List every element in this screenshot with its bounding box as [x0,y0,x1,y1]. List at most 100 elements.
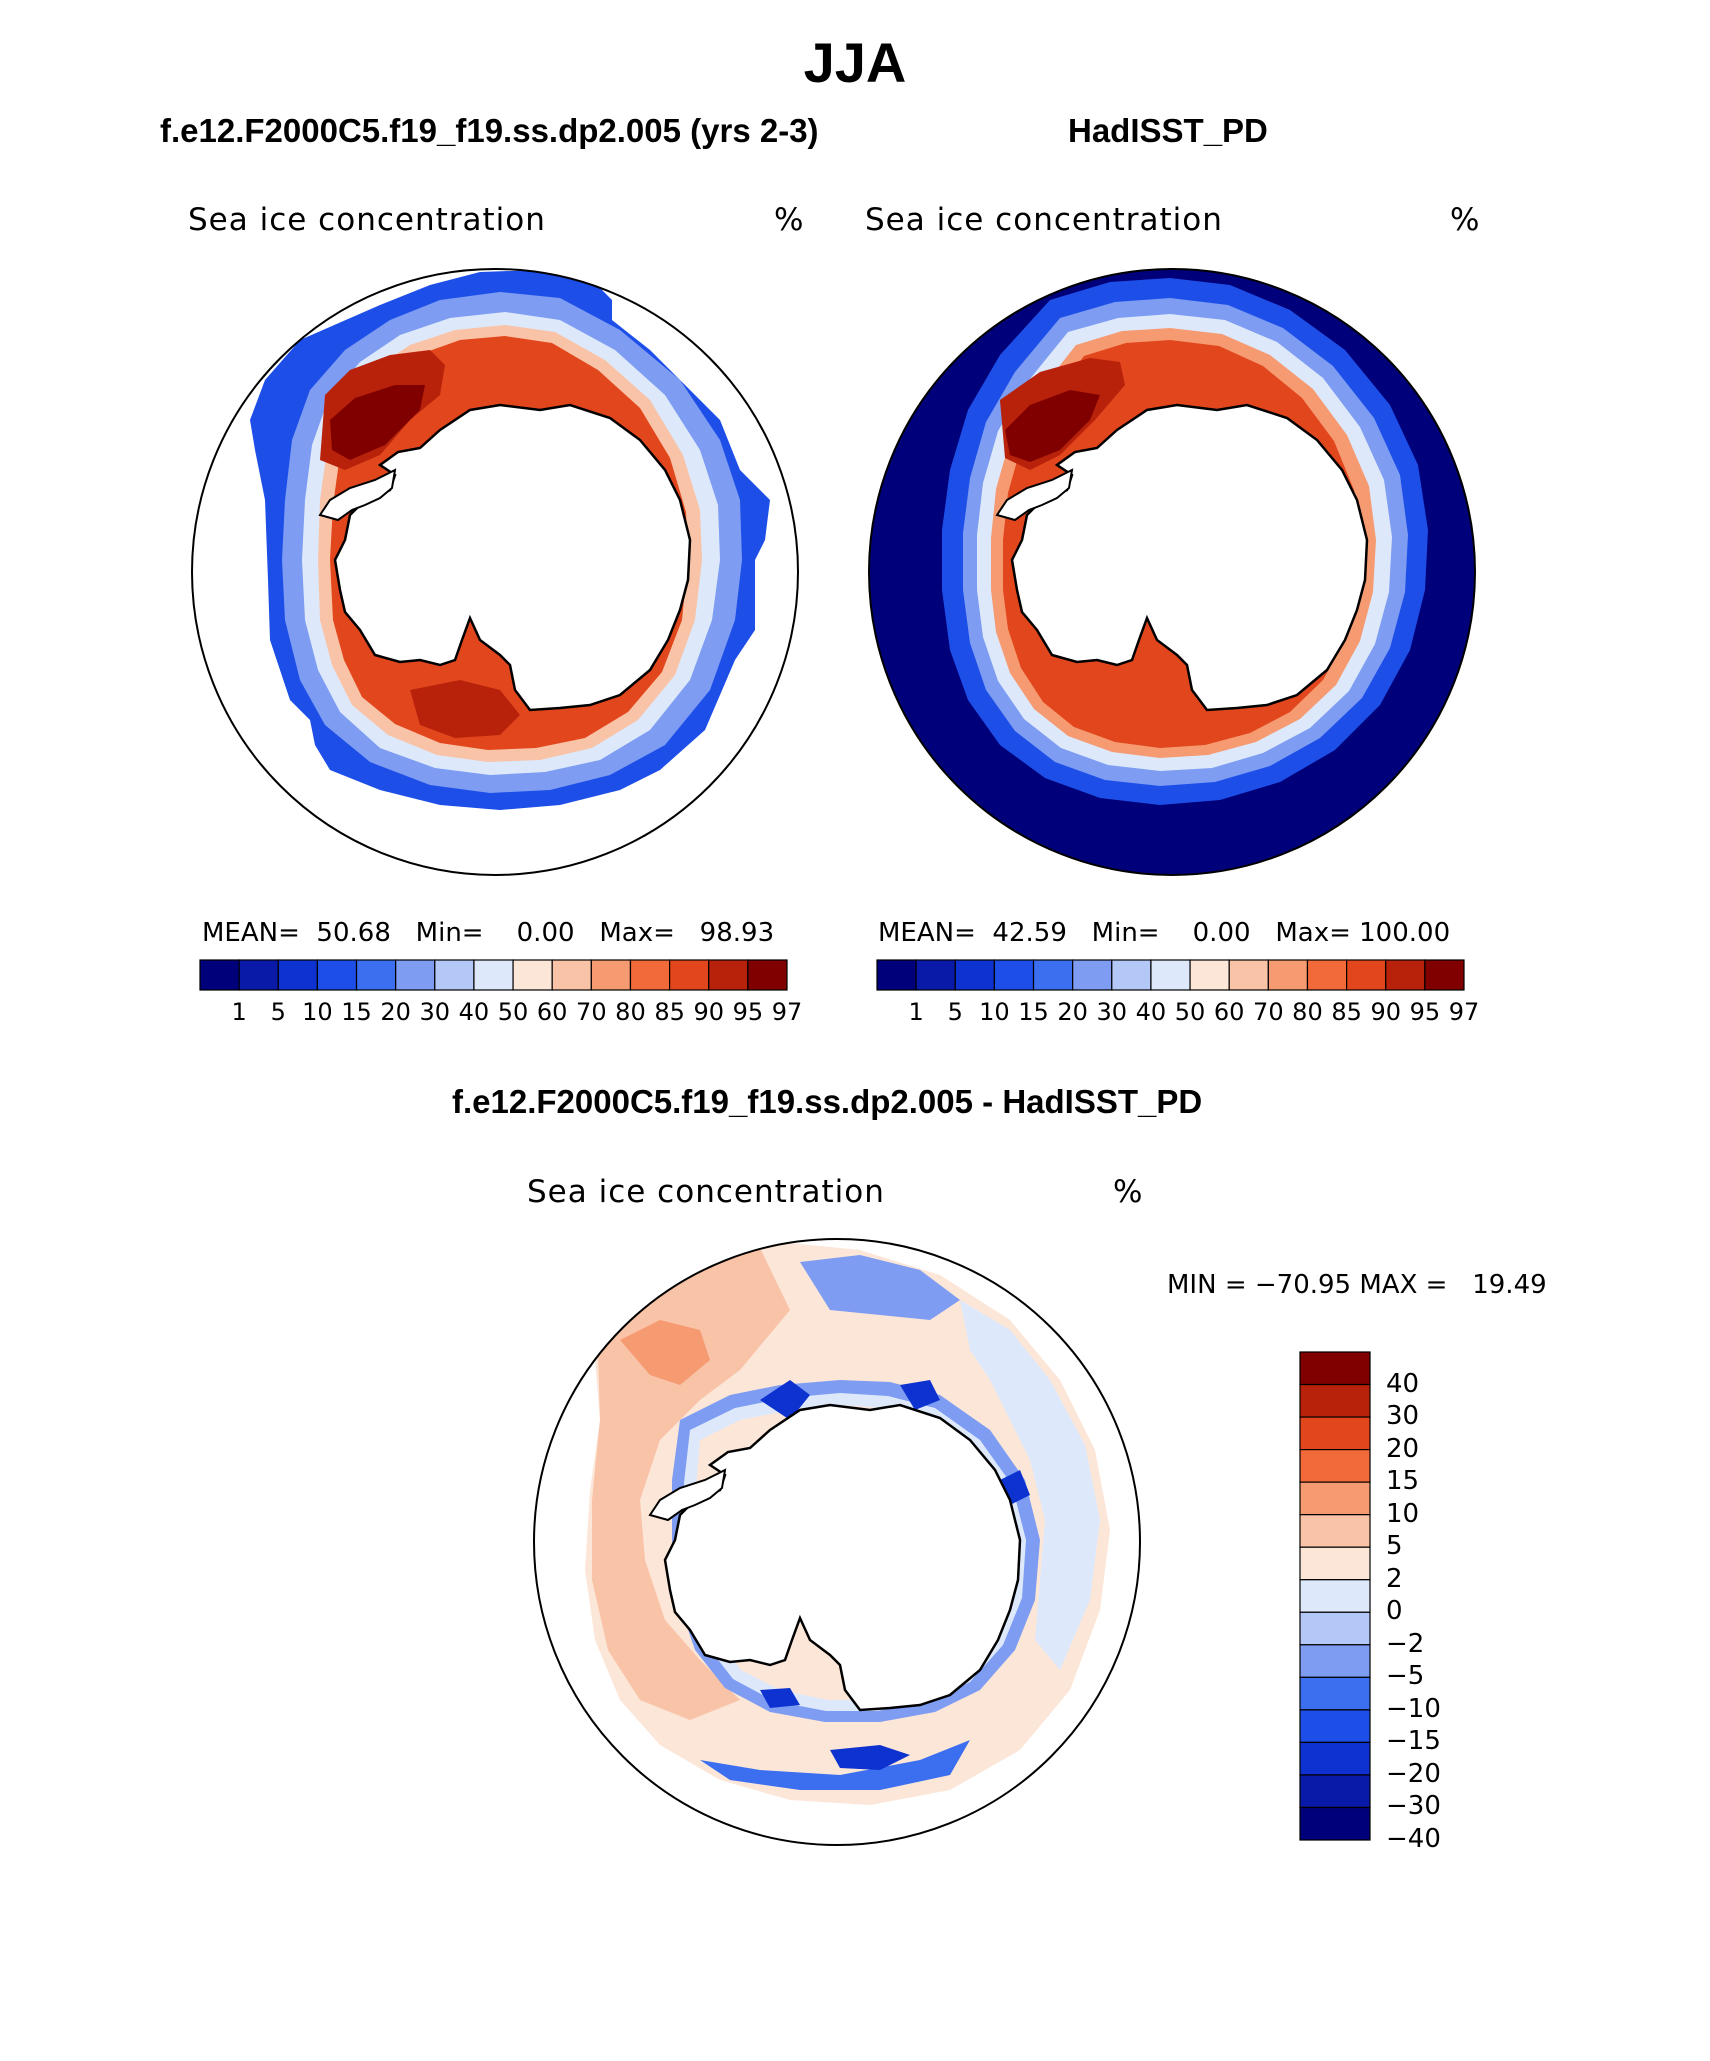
obs-colorbar-swatch [1228,959,1269,991]
difference-colorbar [1299,1351,1371,1841]
obs-colorbar-swatch [1385,959,1426,991]
difference-colorbar-tick-label: 30 [1386,1401,1420,1432]
model-colorbar-swatch [316,959,358,991]
obs-colorbar-tick-label: 70 [1253,998,1284,1026]
obs-colorbar-swatch [876,959,917,991]
model-colorbar-tick-label: 80 [615,998,646,1026]
model-colorbar-tick-label: 60 [536,998,568,1026]
obs-colorbar-tick-label: 20 [1057,998,1088,1026]
model-colorbar-tick-label: 50 [497,998,529,1026]
difference-colorbar-swatch [1299,1351,1371,1386]
model-colorbar-tick-label: 30 [419,998,451,1026]
difference-colorbar-swatch [1299,1709,1371,1744]
difference-minmax: MIN = −70.95 MAX = 19.49 [1167,1270,1547,1300]
obs-max-value: 100.00 [1359,918,1451,948]
model-colorbar-tick-label: 20 [380,998,411,1026]
obs-units-label: % [1450,202,1481,238]
obs-colorbar-tick-label: 60 [1213,998,1245,1026]
difference-colorbar-swatch [1299,1741,1371,1776]
model-colorbar-swatch [434,959,475,991]
model-colorbar-swatch [668,959,710,991]
model-colorbar-tick-label: 90 [693,998,724,1026]
difference-colorbar-swatch [1299,1481,1371,1516]
model-colorbar-swatch [551,959,592,991]
model-units-label: % [774,202,805,238]
difference-colorbar-tick-label: −30 [1386,1791,1441,1822]
obs-colorbar-tick-label: 10 [979,998,1010,1026]
obs-colorbar [876,959,1465,991]
difference-colorbar-swatch [1299,1774,1371,1809]
obs-stats: MEAN= 42.59 Min= 0.00 Max= 100.00 [878,918,1450,948]
model-colorbar-swatch [590,959,632,991]
obs-colorbar-tick-label: 85 [1331,998,1362,1026]
difference-colorbar-tick-label: 40 [1386,1368,1420,1399]
obs-colorbar-swatch [915,959,956,991]
model-colorbar [199,959,788,991]
model-colorbar-tick-label: 40 [458,998,490,1026]
difference-colorbar-swatch [1299,1514,1371,1548]
model-mean-label: MEAN= [202,918,300,948]
obs-map [868,268,1476,876]
difference-variable-label: Sea ice concentration [527,1174,885,1210]
model-colorbar-tick-label: 95 [732,998,764,1026]
difference-colorbar-swatch [1299,1579,1371,1613]
obs-colorbar-swatch [1306,959,1348,991]
obs-mean-label: MEAN= [878,918,976,948]
obs-colorbar-swatch [1267,959,1309,991]
model-colorbar-swatch [708,959,749,991]
obs-variable-label: Sea ice concentration [865,202,1223,238]
model-colorbar-tick-label: 15 [341,998,372,1026]
difference-colorbar-swatch [1299,1806,1371,1841]
difference-colorbar-tick-label: −2 [1386,1628,1425,1659]
model-colorbar-swatch [355,959,397,991]
obs-colorbar-tick-label: 90 [1370,998,1401,1026]
obs-colorbar-tick-label: 50 [1174,998,1206,1026]
obs-colorbar-tick-label: 1 [908,998,924,1026]
obs-min-value: 0.00 [1192,918,1251,948]
obs-max-label: Max= [1275,918,1351,948]
difference-colorbar-tick-label: 5 [1386,1531,1403,1562]
obs-colorbar-swatch [1032,959,1074,991]
obs-min-label: Min= [1091,918,1160,948]
obs-colorbar-swatch [1189,959,1230,991]
obs-colorbar-swatch [1150,959,1191,991]
obs-colorbar-tick-label: 15 [1018,998,1049,1026]
difference-map [533,1238,1141,1846]
difference-colorbar-swatch [1299,1644,1371,1678]
difference-colorbar-tick-label: −10 [1386,1693,1441,1724]
obs-colorbar-swatch [1111,959,1152,991]
model-colorbar-swatch [199,959,240,991]
model-colorbar-tick-label: 5 [270,998,286,1026]
model-max-label: Max= [599,918,675,948]
obs-colorbar-tick-label: 5 [947,998,963,1026]
obs-colorbar-swatch [1072,959,1113,991]
model-variable-label: Sea ice concentration [188,202,546,238]
difference-colorbar-tick-label: −40 [1386,1824,1441,1854]
obs-colorbar-swatch [993,959,1035,991]
model-colorbar-swatch [629,959,671,991]
model-colorbar-swatch [277,959,318,991]
obs-colorbar-tick-label: 95 [1409,998,1441,1026]
obs-mean-value: 42.59 [992,918,1067,948]
obs-panel-title: HadISST_PD [1068,112,1268,149]
model-colorbar-tick-label: 10 [302,998,333,1026]
difference-colorbar-tick-label: −5 [1386,1661,1425,1692]
model-mean-value: 50.68 [316,918,391,948]
obs-colorbar-tick-label: 97 [1448,998,1480,1026]
model-colorbar-swatch [238,959,279,991]
model-colorbar-swatch [395,959,436,991]
model-colorbar-tick-label: 70 [576,998,607,1026]
obs-colorbar-swatch [1424,959,1465,991]
obs-colorbar-tick-label: 40 [1135,998,1167,1026]
model-min-value: 0.00 [516,918,575,948]
model-stats: MEAN= 50.68 Min= 0.00 Max= 98.93 [202,918,774,948]
obs-colorbar-swatch [1345,959,1387,991]
difference-panel-title: f.e12.F2000C5.f19_f19.ss.dp2.005 - HadIS… [452,1083,1203,1120]
figure-title: JJA [803,31,907,94]
difference-colorbar-tick-label: 15 [1386,1466,1420,1497]
difference-colorbar-swatch [1299,1611,1371,1646]
obs-colorbar-tick-label: 80 [1292,998,1323,1026]
difference-colorbar-tick-label: 2 [1386,1563,1403,1594]
model-colorbar-tick-label: 97 [771,998,803,1026]
